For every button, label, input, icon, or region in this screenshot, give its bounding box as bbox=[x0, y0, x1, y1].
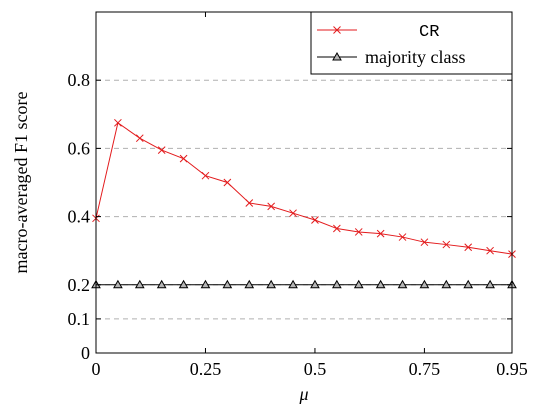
data-point bbox=[464, 243, 473, 252]
data-point bbox=[245, 199, 254, 207]
data-point bbox=[289, 209, 297, 218]
y-tick-label: 0.2 bbox=[68, 275, 91, 295]
data-point bbox=[332, 224, 341, 233]
data-point bbox=[486, 246, 494, 255]
data-point bbox=[135, 134, 144, 143]
data-point bbox=[354, 228, 363, 236]
y-tick-label: 0 bbox=[81, 343, 90, 363]
data-point bbox=[223, 178, 232, 187]
series-line-0 bbox=[95, 121, 513, 255]
x-axis-label: μ bbox=[298, 384, 308, 404]
y-tick-label: 0.8 bbox=[68, 70, 91, 90]
data-point bbox=[485, 279, 495, 289]
x-tick-label: 0.5 bbox=[304, 359, 327, 379]
data-point bbox=[178, 279, 189, 289]
data-point bbox=[375, 279, 386, 289]
data-point bbox=[331, 279, 342, 289]
data-point bbox=[266, 279, 277, 289]
data-point bbox=[419, 279, 430, 289]
data-point bbox=[376, 229, 385, 238]
data-point bbox=[463, 279, 474, 289]
data-point bbox=[441, 279, 452, 289]
x-tick-label: 0 bbox=[92, 359, 101, 379]
data-point bbox=[114, 118, 122, 127]
data-point bbox=[179, 154, 188, 163]
data-point bbox=[267, 202, 276, 211]
series-layer bbox=[91, 118, 517, 289]
legend: CR majority class bbox=[310, 11, 513, 75]
data-point bbox=[397, 279, 408, 289]
data-point bbox=[398, 233, 407, 241]
data-point bbox=[420, 238, 429, 247]
data-point bbox=[157, 146, 166, 154]
legend-box bbox=[310, 11, 513, 75]
x-tick-label: 0.95 bbox=[496, 359, 528, 379]
data-point bbox=[244, 279, 255, 289]
y-tick-label: 0.1 bbox=[68, 309, 91, 329]
series-0 bbox=[92, 118, 516, 258]
legend-label-1: majority class bbox=[365, 47, 465, 67]
data-point bbox=[442, 240, 451, 249]
legend-marker-1 bbox=[332, 51, 342, 61]
data-point bbox=[311, 216, 319, 224]
legend-label-0: CR bbox=[419, 23, 439, 42]
y-axis-label: macro-averaged F1 score bbox=[11, 92, 31, 274]
axis-ticks: 0 0.1 0.2 0.4 0.6 0.8 0 0.25 0.5 0.75 0.95 bbox=[68, 12, 528, 379]
data-point bbox=[201, 171, 210, 180]
data-point bbox=[113, 279, 123, 289]
plot-frame bbox=[95, 11, 513, 354]
data-point bbox=[134, 279, 145, 289]
grid-lines bbox=[96, 79, 512, 320]
legend-marker-0 bbox=[333, 26, 341, 34]
data-point bbox=[200, 279, 211, 289]
x-tick-label: 0.25 bbox=[190, 359, 222, 379]
x-tick-label: 0.75 bbox=[409, 359, 441, 379]
data-point bbox=[222, 279, 233, 289]
y-tick-label: 0.6 bbox=[68, 138, 91, 158]
data-point bbox=[156, 279, 167, 289]
data-point bbox=[288, 279, 298, 289]
data-point bbox=[310, 279, 320, 289]
y-tick-label: 0.4 bbox=[68, 207, 91, 227]
series-1 bbox=[91, 279, 517, 289]
data-point bbox=[353, 279, 364, 289]
